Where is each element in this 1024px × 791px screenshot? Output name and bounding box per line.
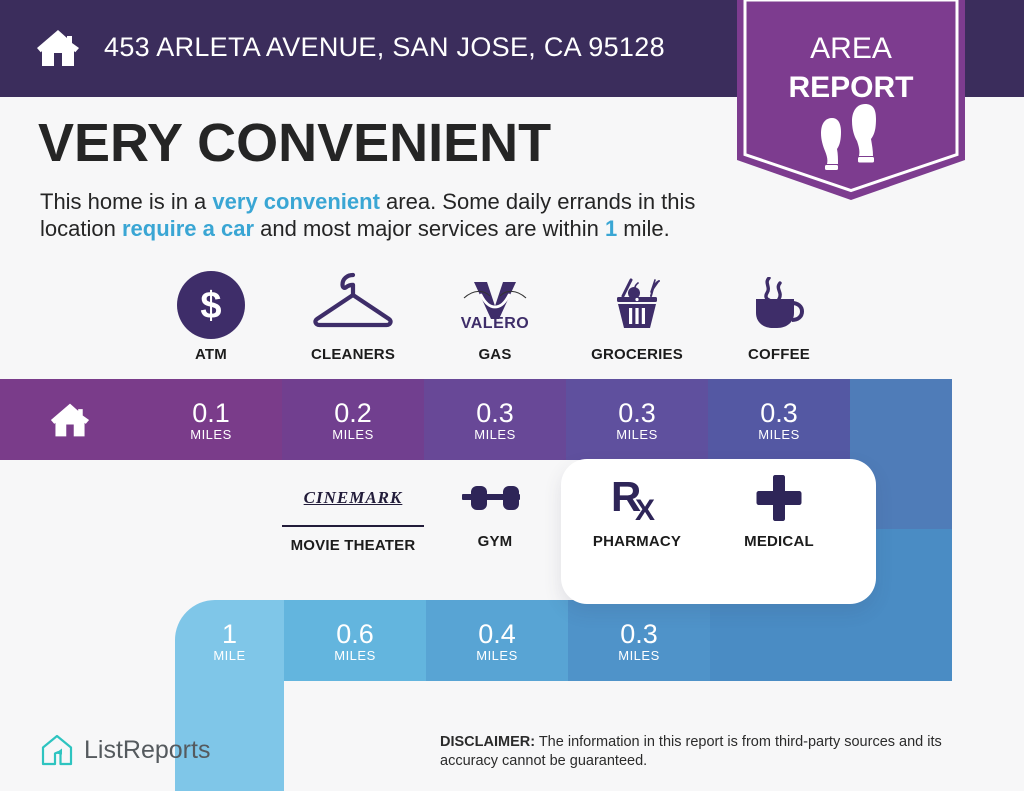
svg-text:X: X bbox=[635, 494, 655, 527]
